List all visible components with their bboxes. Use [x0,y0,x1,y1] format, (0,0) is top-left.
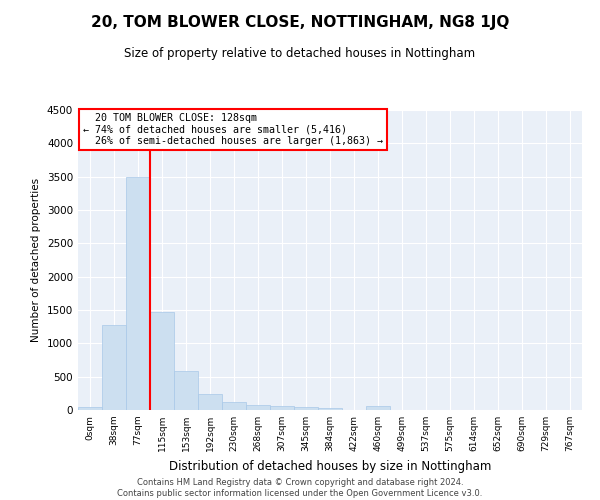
Bar [150,312,174,410]
Text: Size of property relative to detached houses in Nottingham: Size of property relative to detached ho… [124,48,476,60]
Text: Contains HM Land Registry data © Crown copyright and database right 2024.
Contai: Contains HM Land Registry data © Crown c… [118,478,482,498]
Bar [366,406,390,410]
Bar [102,324,126,410]
Text: 20, TOM BLOWER CLOSE, NOTTINGHAM, NG8 1JQ: 20, TOM BLOWER CLOSE, NOTTINGHAM, NG8 1J… [91,15,509,30]
Bar [246,404,270,410]
Bar [78,408,102,410]
Text: 20 TOM BLOWER CLOSE: 128sqm
← 74% of detached houses are smaller (5,416)
  26% o: 20 TOM BLOWER CLOSE: 128sqm ← 74% of det… [83,113,383,146]
Bar [198,394,222,410]
Bar [174,372,198,410]
Bar [270,406,294,410]
Y-axis label: Number of detached properties: Number of detached properties [31,178,41,342]
Bar [318,408,342,410]
Bar [294,408,318,410]
Bar [126,176,150,410]
Bar [222,402,246,410]
X-axis label: Distribution of detached houses by size in Nottingham: Distribution of detached houses by size … [169,460,491,472]
